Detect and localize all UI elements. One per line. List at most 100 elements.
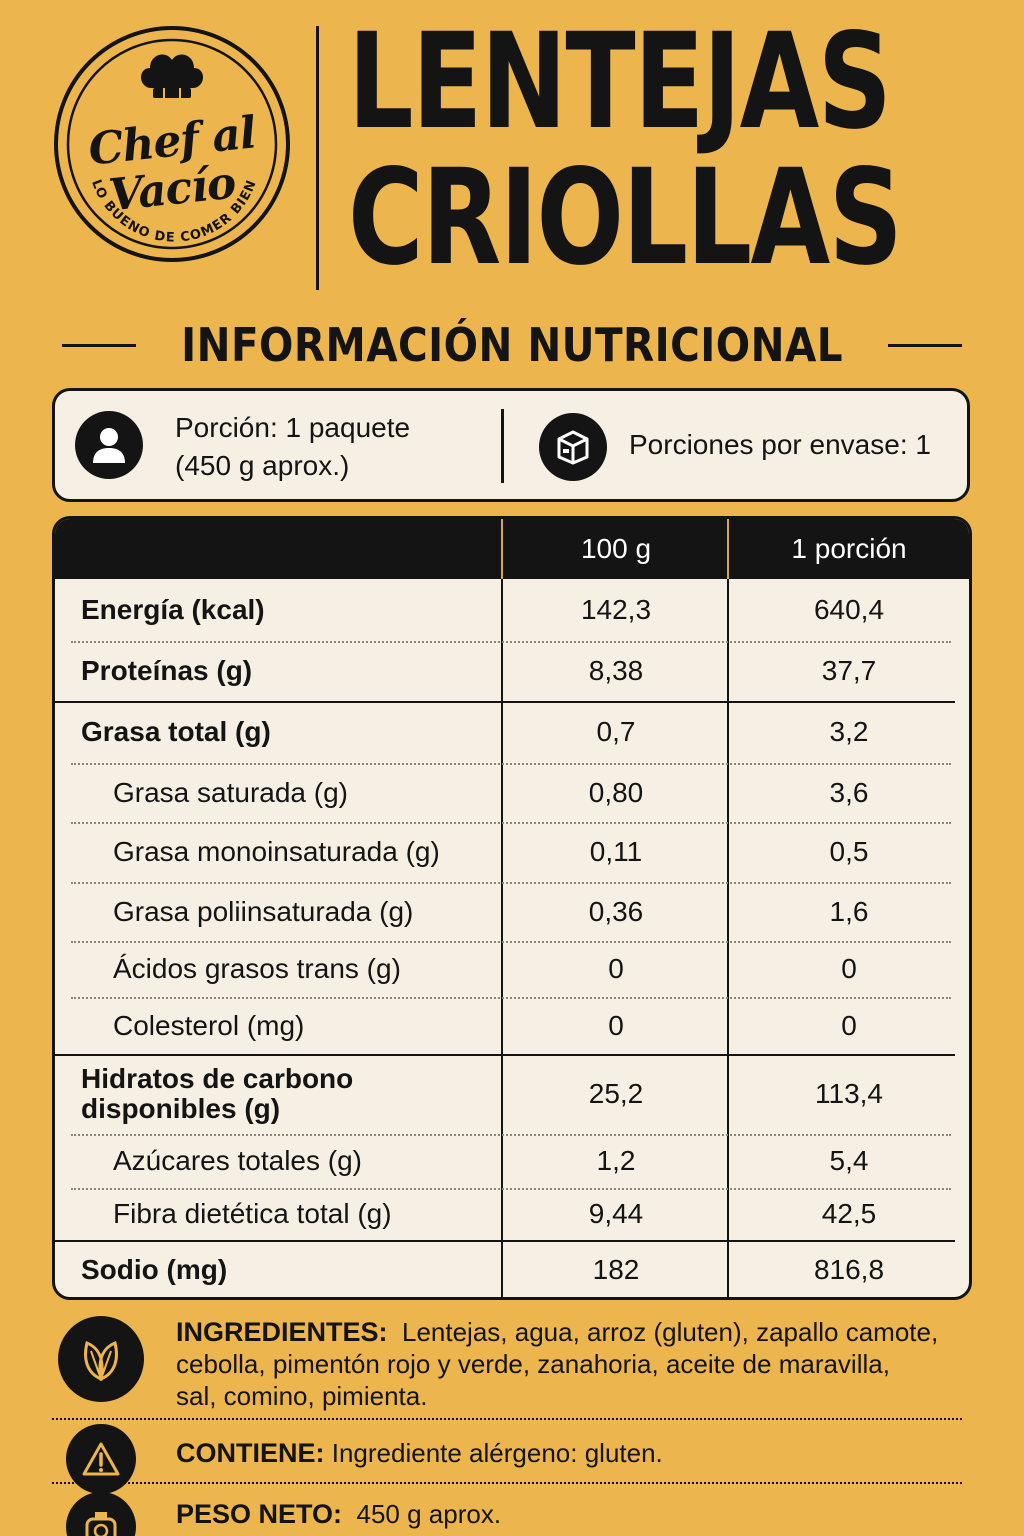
scale-icon <box>66 1492 136 1536</box>
nutrient-label: Sodio (mg) <box>81 1254 228 1285</box>
logo-seal: LO BUENO DE COMER BIEN <box>54 26 290 262</box>
product-title-line1: LENTEJAS <box>348 5 892 159</box>
value-per-100g: 9,44 <box>588 1198 644 1229</box>
nutrient-label: Energía (kcal) <box>81 594 265 625</box>
value-per-100g: 0,7 <box>596 716 636 747</box>
value-per-100g: 0 <box>608 953 624 984</box>
row-divider <box>71 1188 951 1190</box>
net-weight-value: 450 g aprox. <box>356 1499 502 1529</box>
dotted-divider-1 <box>52 1418 962 1420</box>
chef-hat-icon <box>141 54 203 98</box>
nutrition-table: 100 g 1 porción Energía (kcal) 142,3 640,4… <box>52 516 972 1300</box>
table-row: Proteínas (g) 8,38 37,7 <box>55 641 969 703</box>
nutrient-label: Hidratos de carbono disponibles (g) <box>81 1063 354 1124</box>
value-per-portion: 0 <box>841 953 857 984</box>
section-title-bar: INFORMACIÓN NUTRICIONAL <box>62 316 962 374</box>
portion-box: Porción: 1 paquete (450 g aprox.) Porcio… <box>52 388 970 502</box>
row-divider <box>71 882 951 884</box>
ingredients-line2: cebolla, pimentón rojo y verde, zanahori… <box>176 1349 890 1379</box>
header-divider <box>316 26 319 290</box>
value-per-100g: 0,36 <box>588 895 644 927</box>
value-per-portion: 3,2 <box>829 716 869 747</box>
portion-line1: Porción: 1 paquete <box>175 412 411 443</box>
nutrient-label: Colesterol (mg) <box>113 1009 305 1041</box>
value-per-100g: 182 <box>592 1254 640 1285</box>
title-rule-left <box>62 343 136 347</box>
net-weight-heading: PESO NETO: <box>176 1499 343 1529</box>
net-weight-text: PESO NETO: 450 g aprox. <box>176 1498 976 1530</box>
leaves-icon <box>58 1316 144 1402</box>
nutrient-label: Grasa total (g) <box>81 716 271 747</box>
table-header: 100 g 1 porción <box>55 519 969 579</box>
row-divider <box>71 1134 951 1136</box>
column-divider-2 <box>727 519 729 1297</box>
ingredients-text: INGREDIENTES: Lentejas, agua, arroz (glu… <box>176 1316 976 1412</box>
value-per-portion: 37,7 <box>821 655 877 686</box>
value-per-100g: 8,38 <box>588 655 644 686</box>
table-row: Azúcares totales (g) 1,2 5,4 <box>55 1134 969 1190</box>
nutrient-label: Proteínas (g) <box>81 655 253 686</box>
allergens-text: CONTIENE: Ingrediente alérgeno: gluten. <box>176 1437 976 1469</box>
servings-per-package: Porciones por envase: 1 <box>629 429 931 460</box>
table-row: Hidratos de carbono disponibles (g) 25,2 11… <box>55 1054 969 1136</box>
package-icon <box>539 413 607 481</box>
value-per-100g: 0,80 <box>588 776 644 808</box>
row-divider <box>71 941 951 943</box>
product-title: LENTEJAS CRIOLLAS <box>348 5 903 295</box>
person-icon <box>75 411 143 479</box>
value-per-portion: 0,5 <box>829 836 869 867</box>
value-per-100g: 1,2 <box>596 1145 636 1176</box>
value-per-portion: 42,5 <box>821 1198 877 1229</box>
section-title: INFORMACIÓN NUTRICIONAL <box>181 318 843 372</box>
table-row: Grasa total (g) 0,7 3,2 <box>55 701 969 765</box>
table-row: Grasa saturada (g) 0,80 3,6 <box>55 763 969 824</box>
nutrient-label: Grasa monoinsaturada (g) <box>113 836 440 867</box>
row-divider <box>71 822 951 824</box>
value-per-100g: 25,2 <box>588 1078 644 1109</box>
section-divider <box>55 1240 955 1242</box>
allergens-heading: CONTIENE: <box>176 1438 325 1468</box>
column-divider-1 <box>501 519 503 1297</box>
value-per-portion: 5,4 <box>829 1145 869 1176</box>
value-per-portion: 640,4 <box>813 594 885 625</box>
nutrient-label: Fibra dietética total (g) <box>113 1198 392 1229</box>
allergens-value: Ingrediente alérgeno: gluten. <box>331 1438 663 1468</box>
ingredients-line3: sal, comino, pimienta. <box>176 1381 428 1411</box>
value-per-portion: 816,8 <box>813 1254 885 1285</box>
brand-logo: LO BUENO DE COMER BIEN Chef al Vacío <box>52 24 292 264</box>
nutrient-label: Grasa poliinsaturada (g) <box>113 895 414 927</box>
value-per-100g: 0,11 <box>589 836 643 867</box>
title-rule-right <box>888 343 962 347</box>
table-row: Fibra dietética total (g) 9,44 42,5 <box>55 1188 969 1242</box>
value-per-portion: 1,6 <box>829 895 869 927</box>
table-row: Energía (kcal) 142,3 640,4 <box>55 579 969 643</box>
section-divider <box>55 701 955 703</box>
nutrient-label: Azúcares totales (g) <box>113 1145 362 1176</box>
table-row: Sodio (mg) 182 816,8 <box>55 1240 969 1297</box>
ingredients-line1: Lentejas, agua, arroz (gluten), zapallo … <box>401 1317 939 1347</box>
portion-line2: (450 g aprox.) <box>175 450 350 481</box>
section-divider <box>55 1054 955 1056</box>
row-divider <box>71 641 951 643</box>
ingredients-heading: INGREDIENTES: <box>176 1317 388 1347</box>
header-portion: 1 porción <box>791 533 907 564</box>
value-per-100g: 0 <box>608 1009 624 1041</box>
nutrient-label: Grasa saturada (g) <box>113 776 348 808</box>
value-per-100g: 142,3 <box>580 594 652 625</box>
product-title-line2: CRIOLLAS <box>348 141 903 295</box>
table-row: Ácidos grasos trans (g) 0 0 <box>55 941 969 999</box>
dotted-divider-2 <box>52 1482 962 1484</box>
portion-size: Porción: 1 paquete (450 g aprox.) <box>175 409 535 485</box>
nutrient-label: Ácidos grasos trans (g) <box>113 953 401 984</box>
value-per-portion: 3,6 <box>829 776 869 808</box>
table-row: Colesterol (mg) 0 0 <box>55 997 969 1056</box>
row-divider <box>71 997 951 999</box>
value-per-portion: 113,4 <box>815 1078 883 1109</box>
value-per-portion: 0 <box>841 1009 857 1041</box>
header-divider-1 <box>501 519 503 579</box>
header-divider-2 <box>727 519 729 579</box>
row-divider <box>71 763 951 765</box>
table-row: Grasa monoinsaturada (g) 0,11 0,5 <box>55 822 969 884</box>
header-100g: 100 g <box>580 533 652 564</box>
portion-divider <box>501 409 504 483</box>
